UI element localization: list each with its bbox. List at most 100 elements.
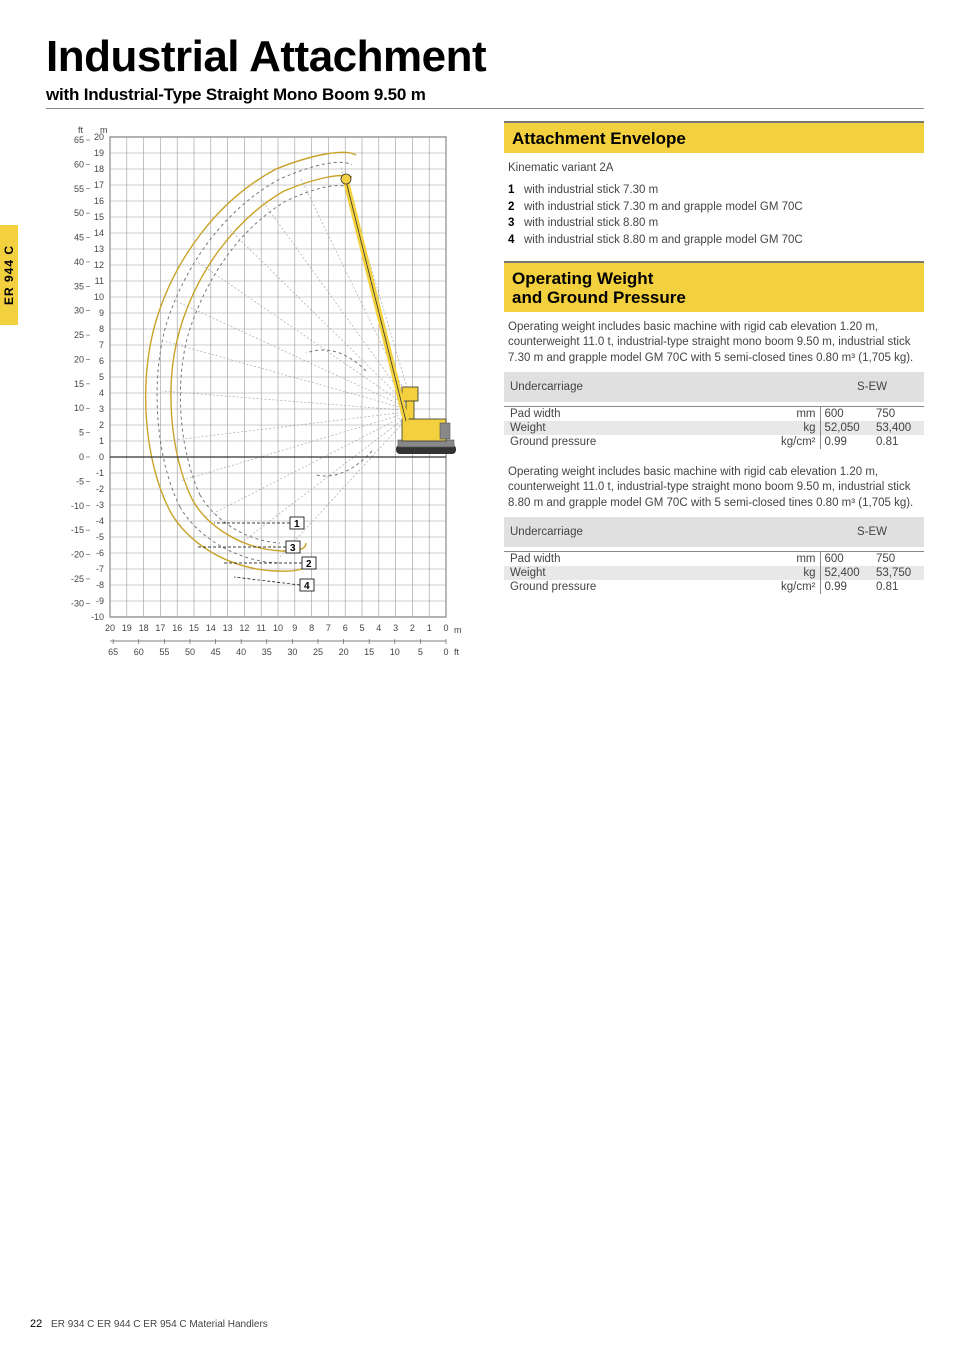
svg-text:17: 17 (94, 180, 104, 190)
svg-text:-2: -2 (96, 484, 104, 494)
svg-text:9: 9 (292, 623, 297, 633)
curve-4 (157, 162, 352, 563)
svg-text:5: 5 (99, 372, 104, 382)
svg-text:18: 18 (139, 623, 149, 633)
svg-text:-20: -20 (71, 550, 84, 560)
svg-text:40: 40 (236, 647, 246, 657)
svg-text:16: 16 (172, 623, 182, 633)
axis-ft-label: ft (78, 125, 84, 135)
x-m-unit: m (454, 625, 462, 635)
svg-text:18: 18 (94, 164, 104, 174)
footer-text: ER 934 C ER 944 C ER 954 C Material Hand… (51, 1319, 268, 1330)
svg-text:0: 0 (443, 647, 448, 657)
svg-text:55: 55 (159, 647, 169, 657)
svg-text:5: 5 (79, 428, 84, 438)
svg-text:10: 10 (94, 292, 104, 302)
svg-text:55: 55 (74, 184, 84, 194)
svg-text:13: 13 (94, 244, 104, 254)
svg-text:3: 3 (393, 623, 398, 633)
svg-text:9: 9 (99, 308, 104, 318)
radial-lines (162, 167, 414, 559)
weight-table-1: UndercarriageS-EW Pad widthmm600750 Weig… (504, 372, 924, 449)
svg-text:3: 3 (290, 543, 296, 554)
svg-text:-15: -15 (71, 525, 84, 535)
page-content: Industrial Attachment with Industrial-Ty… (0, 0, 954, 701)
curve-2 (180, 186, 348, 543)
svg-text:19: 19 (94, 148, 104, 158)
svg-text:-10: -10 (71, 501, 84, 511)
title-rule (46, 108, 924, 109)
svg-text:14: 14 (94, 228, 104, 238)
svg-text:7: 7 (326, 623, 331, 633)
svg-text:-9: -9 (96, 596, 104, 606)
svg-text:35: 35 (262, 647, 272, 657)
svg-text:45: 45 (74, 233, 84, 243)
svg-text:15: 15 (189, 623, 199, 633)
svg-text:50: 50 (74, 208, 84, 218)
svg-text:-5: -5 (96, 532, 104, 542)
svg-text:1: 1 (99, 436, 104, 446)
svg-text:7: 7 (99, 340, 104, 350)
svg-text:-30: -30 (71, 598, 84, 608)
svg-text:-1: -1 (96, 468, 104, 478)
svg-text:5: 5 (418, 647, 423, 657)
svg-text:15: 15 (74, 379, 84, 389)
page-number: 22 (30, 1318, 42, 1330)
x-ft-unit: ft (454, 647, 460, 657)
svg-text:5: 5 (359, 623, 364, 633)
envelope-chart: ft m 20191817161514131211109876543210-1-… (46, 121, 476, 681)
callout-2: 2 (302, 557, 316, 570)
kinematic-variant: Kinematic variant 2A (504, 153, 924, 181)
svg-text:1: 1 (294, 519, 300, 530)
svg-text:13: 13 (223, 623, 233, 633)
svg-text:4: 4 (99, 388, 104, 398)
svg-text:40: 40 (74, 257, 84, 267)
machine-icon (341, 174, 456, 454)
svg-text:0: 0 (443, 623, 448, 633)
svg-text:25: 25 (313, 647, 323, 657)
svg-text:2: 2 (410, 623, 415, 633)
weight-header: Operating Weight and Ground Pressure (504, 261, 924, 312)
svg-text:19: 19 (122, 623, 132, 633)
svg-text:50: 50 (185, 647, 195, 657)
weight-para-2: Operating weight includes basic machine … (504, 457, 924, 516)
svg-text:0: 0 (79, 452, 84, 462)
svg-text:45: 45 (211, 647, 221, 657)
svg-text:25: 25 (74, 330, 84, 340)
variant-1: 1with industrial stick 7.30 m (508, 182, 920, 199)
page-subtitle: with Industrial-Type Straight Mono Boom … (46, 85, 924, 105)
footer: 22 ER 934 C ER 944 C ER 954 C Material H… (30, 1318, 268, 1330)
svg-text:10: 10 (74, 403, 84, 413)
variant-2: 2with industrial stick 7.30 m and grappl… (508, 199, 920, 216)
svg-text:65: 65 (108, 647, 118, 657)
svg-text:15: 15 (94, 212, 104, 222)
weight-table-2: UndercarriageS-EW Pad widthmm600750 Weig… (504, 517, 924, 594)
svg-text:8: 8 (99, 324, 104, 334)
svg-text:-8: -8 (96, 580, 104, 590)
svg-text:-5: -5 (76, 476, 84, 486)
weight-para-1: Operating weight includes basic machine … (504, 312, 924, 371)
envelope-header: Attachment Envelope (504, 121, 924, 153)
svg-text:6: 6 (343, 623, 348, 633)
svg-text:4: 4 (304, 581, 310, 592)
svg-text:30: 30 (74, 306, 84, 316)
svg-text:8: 8 (309, 623, 314, 633)
svg-text:30: 30 (287, 647, 297, 657)
svg-text:4: 4 (376, 623, 381, 633)
svg-text:60: 60 (74, 159, 84, 169)
svg-text:10: 10 (273, 623, 283, 633)
svg-text:65: 65 (74, 135, 84, 145)
svg-text:-7: -7 (96, 564, 104, 574)
svg-text:-25: -25 (71, 574, 84, 584)
svg-text:17: 17 (155, 623, 165, 633)
svg-text:35: 35 (74, 281, 84, 291)
svg-text:20: 20 (339, 647, 349, 657)
svg-text:16: 16 (94, 196, 104, 206)
callout-4: 4 (300, 579, 314, 592)
svg-text:2: 2 (306, 559, 312, 570)
variant-3: 3with industrial stick 8.80 m (508, 215, 920, 232)
svg-text:12: 12 (239, 623, 249, 633)
svg-text:3: 3 (99, 404, 104, 414)
svg-text:10: 10 (390, 647, 400, 657)
svg-text:15: 15 (364, 647, 374, 657)
